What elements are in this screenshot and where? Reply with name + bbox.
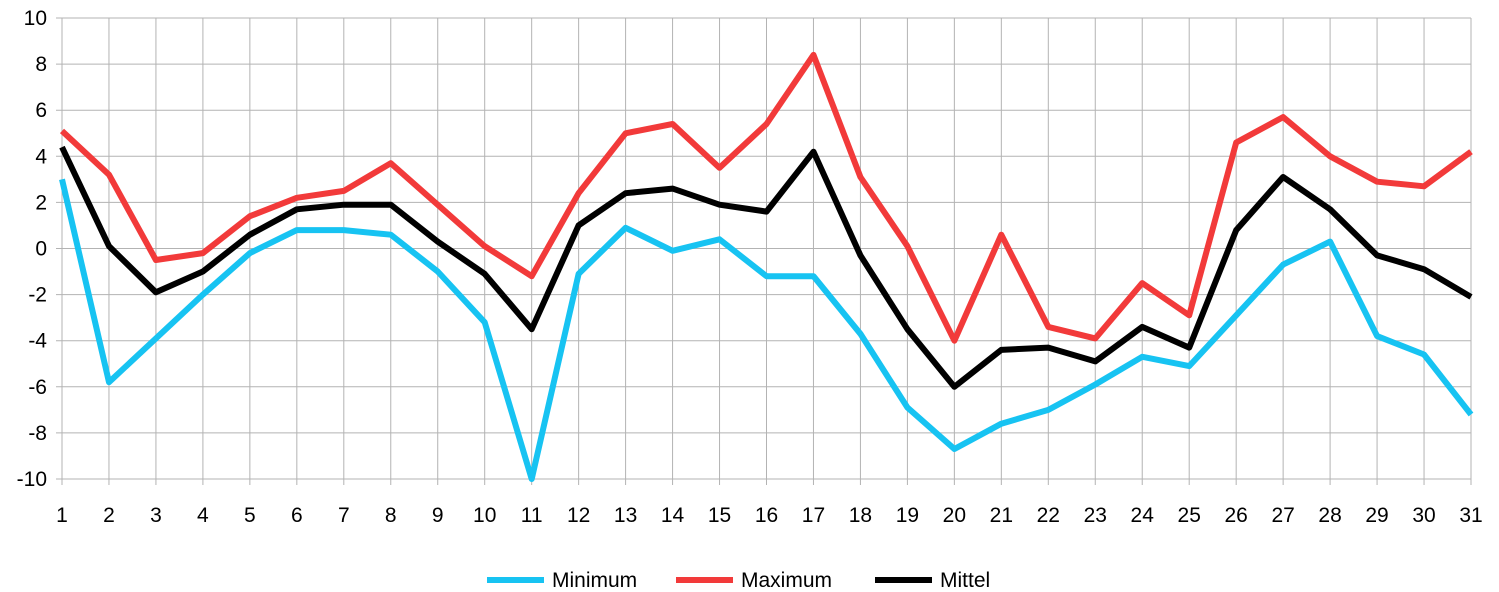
y-tick-label: -2 bbox=[28, 284, 47, 307]
y-tick-label: 6 bbox=[35, 99, 47, 122]
x-tick-label: 30 bbox=[1412, 504, 1435, 527]
y-tick-label: 2 bbox=[35, 191, 47, 214]
x-tick-label: 5 bbox=[244, 504, 256, 527]
grid-lines bbox=[56, 17, 1472, 485]
y-tick-label: 10 bbox=[24, 7, 47, 30]
legend-label-maximum: Maximum bbox=[741, 569, 832, 592]
legend-label-minimum: Minimum bbox=[552, 569, 637, 592]
legend-label-mittel: Mittel bbox=[940, 569, 990, 592]
series-lines bbox=[59, 51, 1474, 482]
x-tick-label: 6 bbox=[291, 504, 303, 527]
y-tick-label: -10 bbox=[17, 468, 47, 491]
y-tick-label: -6 bbox=[28, 376, 47, 399]
x-tick-label: 17 bbox=[802, 504, 825, 527]
y-tick-label: -4 bbox=[28, 330, 47, 353]
x-tick-label: 24 bbox=[1131, 504, 1155, 527]
x-tick-label: 27 bbox=[1271, 504, 1294, 527]
y-tick-label: -8 bbox=[28, 422, 47, 445]
x-tick-label: 21 bbox=[990, 504, 1013, 527]
x-tick-label: 23 bbox=[1084, 504, 1107, 527]
x-tick-label: 18 bbox=[849, 504, 872, 527]
x-tick-label: 26 bbox=[1224, 504, 1247, 527]
x-tick-label: 25 bbox=[1178, 504, 1201, 527]
x-tick-label: 28 bbox=[1318, 504, 1341, 527]
x-tick-label: 22 bbox=[1037, 504, 1060, 527]
x-tick-label: 13 bbox=[614, 504, 637, 527]
x-tick-label: 1 bbox=[56, 504, 68, 527]
x-tick-label: 29 bbox=[1365, 504, 1388, 527]
series-line-minimum bbox=[59, 178, 1474, 482]
x-tick-label: 31 bbox=[1459, 504, 1482, 527]
legend: Minimum Maximum Mittel bbox=[487, 569, 990, 592]
x-tick-label: 12 bbox=[567, 504, 590, 527]
x-tick-label: 3 bbox=[150, 504, 162, 527]
x-tick-label: 16 bbox=[755, 504, 778, 527]
x-tick-label: 19 bbox=[896, 504, 919, 527]
x-tick-label: 2 bbox=[103, 504, 115, 527]
x-tick-label: 15 bbox=[708, 504, 731, 527]
series-line-mittel bbox=[59, 145, 1473, 390]
x-tick-label: 11 bbox=[521, 504, 543, 527]
x-tick-label: 10 bbox=[473, 504, 496, 527]
series-line-maximum bbox=[59, 51, 1473, 344]
y-tick-label: 4 bbox=[35, 145, 47, 168]
x-tick-label: 7 bbox=[338, 504, 350, 527]
axes bbox=[61, 18, 1471, 480]
tick-labels: 1 2 3 4 5 6 7 8 9 10 11 12 13 14 15 16 17 18 19 20 21 22 23 24 2… bbox=[17, 7, 1483, 527]
y-tick-label: 8 bbox=[35, 53, 47, 76]
y-tick-label: 0 bbox=[35, 238, 47, 261]
x-tick-label: 20 bbox=[943, 504, 966, 527]
x-tick-label: 8 bbox=[385, 504, 397, 527]
x-tick-label: 9 bbox=[432, 504, 444, 527]
x-tick-label: 14 bbox=[661, 504, 685, 527]
x-tick-label: 4 bbox=[197, 504, 209, 527]
